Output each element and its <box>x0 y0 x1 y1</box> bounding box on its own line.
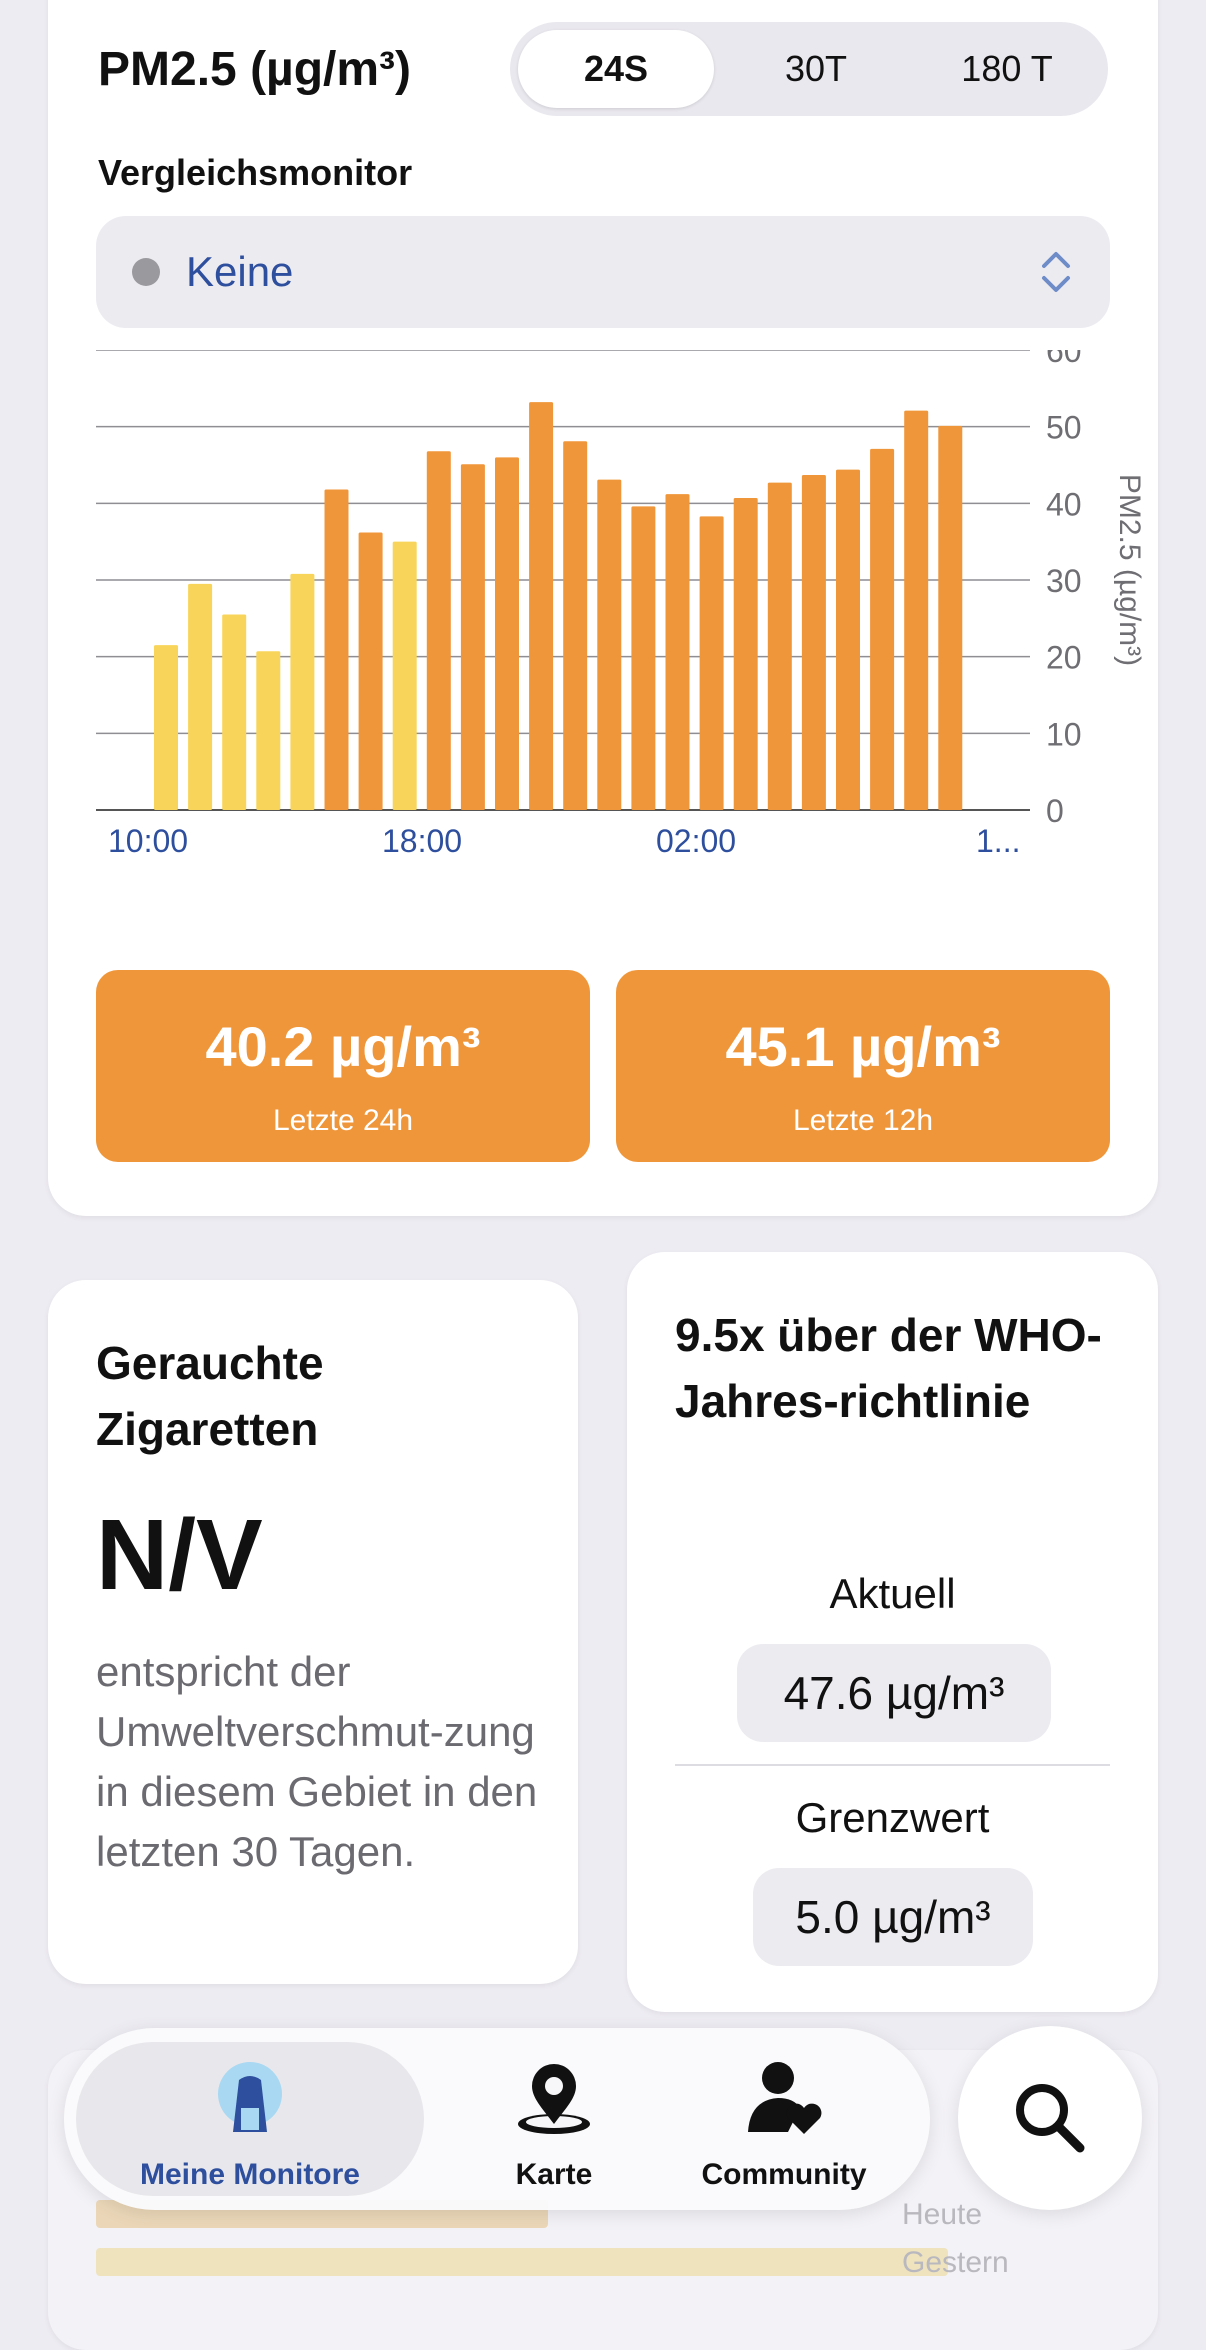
bar <box>563 441 588 810</box>
range-30d-button[interactable]: 30T <box>784 48 848 89</box>
search-icon <box>1016 2084 1085 2153</box>
range-180d-button[interactable]: 180 T <box>961 48 1053 89</box>
limit-value-pill: 5.0 µg/m³ <box>753 1868 1033 1966</box>
today-label: Heute <box>902 2198 983 2231</box>
who-title: 9.5x über der WHO-Jahres-richtlinie <box>675 1309 1102 1427</box>
tab-label-monitore: Meine Monitore <box>139 2158 360 2191</box>
bar <box>801 474 826 810</box>
y-tick-label: 10 <box>1046 716 1082 752</box>
tab-label-community: Community <box>701 2158 867 2191</box>
x-tick-label: 10:00 <box>108 823 188 859</box>
y-tick-label: 0 <box>1046 793 1064 829</box>
tab-label-karte: Karte <box>515 2158 593 2191</box>
bar <box>460 464 485 810</box>
bar <box>290 573 315 810</box>
cigarettes-value: N/V <box>96 1499 263 1611</box>
tab-karte[interactable]: Karte <box>454 2028 654 2210</box>
y-tick-label: 30 <box>1046 563 1082 599</box>
stat-24h-value: 40.2 µg/m³ <box>205 1015 481 1078</box>
bar <box>324 489 349 810</box>
y-axis-label: PM2.5 (µg/m³) <box>1113 474 1146 666</box>
page-title: PM2.5 (µg/m³) <box>98 43 412 96</box>
x-tick-label: 1... <box>976 823 1020 859</box>
y-tick-label: 20 <box>1046 640 1082 676</box>
bar <box>836 469 860 810</box>
cigarettes-description: entspricht der Umweltverschmut-zung in d… <box>96 1648 538 1875</box>
monitor-icon <box>218 2062 282 2132</box>
y-tick-label: 40 <box>1046 486 1082 522</box>
stat-24h: 40.2 µg/m³ Letzte 24h <box>96 970 590 1162</box>
stat-12h-label: Letzte 12h <box>792 1104 934 1137</box>
x-tick-label: 02:00 <box>656 823 736 859</box>
tab-bar: Meine Monitore Karte Community <box>64 2028 930 2210</box>
map-pin-icon <box>518 2064 590 2134</box>
bar <box>631 506 656 810</box>
bar <box>358 532 383 810</box>
pm25-bar-chart: 0 10 20 30 40 50 60 10:00 18:00 02:00 1... PM2.5 (µ… <box>96 350 1146 859</box>
pm25-card: PM2.5 (µg/m³) 24S 30T 180 T Vergleichsmo… <box>48 0 1158 1216</box>
bar <box>597 479 622 810</box>
chevron-updown-icon <box>1042 252 1070 292</box>
current-value-pill: 47.6 µg/m³ <box>737 1644 1051 1742</box>
bar <box>188 583 213 810</box>
bar <box>938 425 963 810</box>
comparison-label: Vergleichsmonitor <box>98 152 413 193</box>
bar <box>767 482 792 810</box>
status-dot <box>132 258 160 286</box>
bar <box>495 457 519 810</box>
comparison-monitor-select[interactable]: Keine <box>96 216 1110 328</box>
cigarettes-card: Gerauchte Zigaretten N/V entspricht der … <box>48 1280 578 1984</box>
bar <box>904 410 929 810</box>
range-24h-button[interactable]: 24S <box>518 30 714 108</box>
bar <box>699 516 724 810</box>
limit-label: Grenzwert <box>795 1794 990 1841</box>
bar <box>733 497 758 810</box>
yesterday-label: Gestern <box>902 2246 1009 2279</box>
stat-12h: 45.1 µg/m³ Letzte 12h <box>616 970 1110 1162</box>
stat-12h-value: 45.1 µg/m³ <box>725 1015 1001 1078</box>
bar <box>665 494 690 810</box>
time-range-selector: 24S 30T 180 T <box>510 22 1108 116</box>
comparison-selected-value: Keine <box>186 248 294 295</box>
divider <box>675 1764 1110 1766</box>
bar <box>870 448 895 810</box>
who-guideline-card: 9.5x über der WHO-Jahres-richtlinie Aktu… <box>627 1252 1158 2012</box>
search-button[interactable] <box>958 2026 1142 2210</box>
current-label: Aktuell <box>829 1570 956 1617</box>
bar <box>392 541 417 810</box>
tab-meine-monitore[interactable]: Meine Monitore <box>76 2028 424 2210</box>
cigarettes-title: Gerauchte Zigaretten <box>96 1337 324 1455</box>
heatmap-row-yesterday <box>96 2248 948 2276</box>
y-tick-label: 50 <box>1046 410 1082 446</box>
tab-community[interactable]: Community <box>664 2028 904 2210</box>
bar <box>529 402 554 810</box>
x-tick-label: 18:00 <box>382 823 462 859</box>
community-icon <box>748 2062 822 2134</box>
bar <box>426 451 451 810</box>
y-tick-label: 60 <box>1046 350 1082 369</box>
stat-24h-label: Letzte 24h <box>272 1104 414 1137</box>
bar <box>256 651 281 810</box>
bar <box>222 614 247 810</box>
bar <box>154 645 178 810</box>
